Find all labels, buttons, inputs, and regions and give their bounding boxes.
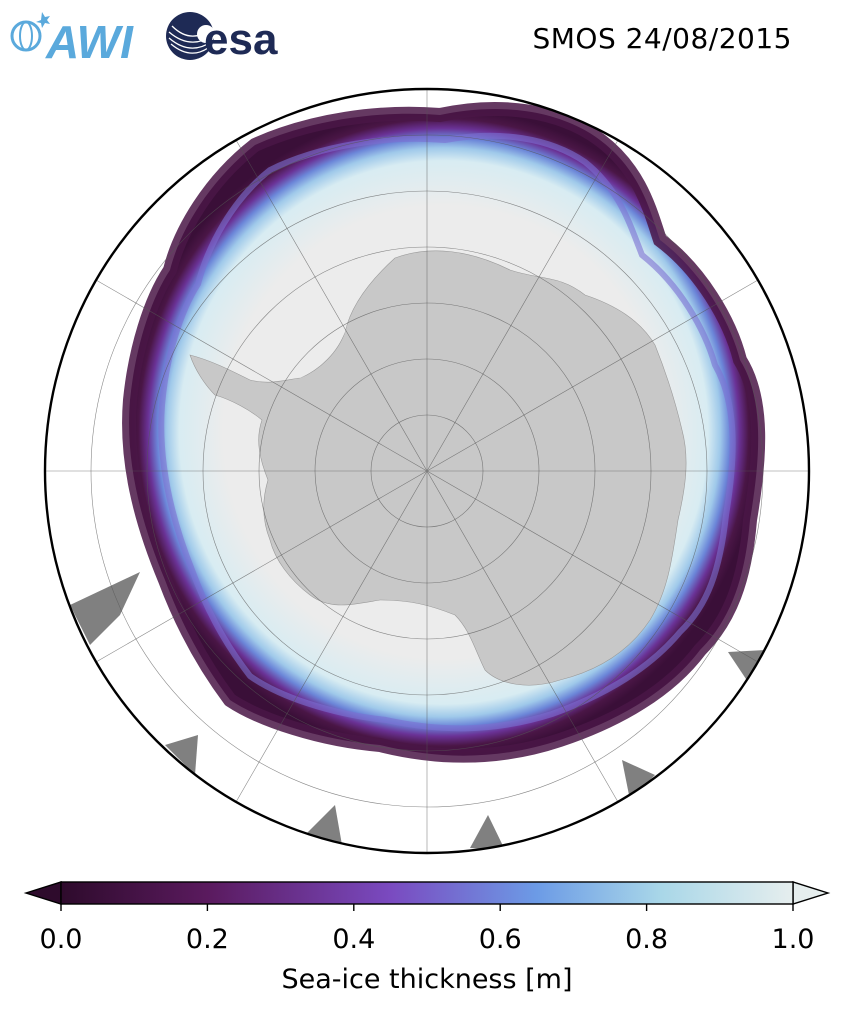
colorbar-extend-min (23, 881, 62, 905)
antarctica-land (189, 250, 687, 686)
colorbar-tick-label: 0.6 (478, 924, 522, 955)
colorbar (23, 881, 831, 911)
awi-logo: AWI (10, 12, 134, 68)
colorbar-tick-label: 0.2 (185, 924, 229, 955)
colorbar-extend-max (792, 881, 831, 905)
thin-ice-rim (122, 102, 766, 763)
colorbar-tick-label: 1.0 (771, 924, 815, 955)
colorbar-label: Sea-ice thickness [m] (281, 964, 573, 995)
colorbar-tick-label: 0.4 (332, 924, 376, 955)
medium-ice-band (158, 132, 736, 732)
logos-svg: AWI esa (10, 12, 278, 68)
map-title: SMOS 24/08/2015 (532, 22, 792, 55)
colorbar-ticks (60, 904, 794, 911)
ross-sea-ice (294, 258, 380, 378)
meridian-lines (45, 89, 809, 853)
esa-logo-text: esa (204, 15, 278, 64)
awi-logo-text: AWI (45, 16, 134, 64)
colorbar-tick-label: 0.8 (625, 924, 669, 955)
colorbar-gradient (60, 881, 794, 905)
logo-row: AWI esa (6, 4, 316, 68)
esa-logo: esa (166, 12, 278, 64)
map-boundary (43, 87, 811, 855)
polar-map (43, 87, 811, 855)
colorbar-tick-label: 0.0 (39, 924, 83, 955)
